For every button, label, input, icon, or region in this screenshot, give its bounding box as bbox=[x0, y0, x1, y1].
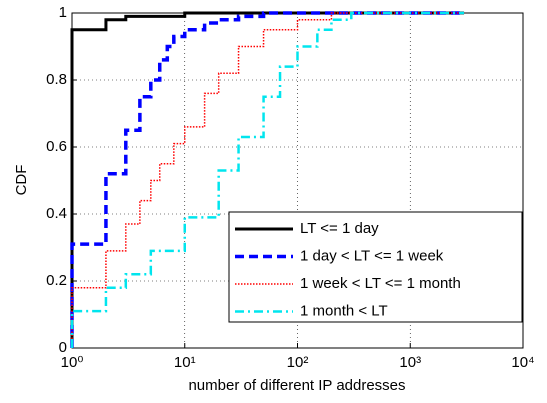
cdf-line bbox=[70, 11, 465, 348]
y-axis-label: CDF bbox=[13, 165, 30, 196]
x-axis-label: number of different IP addresses bbox=[188, 377, 405, 394]
legend-label: 1 week < LT <= 1 month bbox=[300, 275, 461, 292]
y-tick-label: 0.8 bbox=[46, 71, 67, 88]
cdf-line bbox=[70, 11, 465, 348]
y-tick-label: 0 bbox=[59, 339, 67, 356]
cdf-line bbox=[71, 12, 465, 348]
x-tick-label: 10³ bbox=[399, 354, 421, 371]
x-tick-label: 10⁰ bbox=[61, 354, 84, 371]
legend-label: 1 month < LT bbox=[300, 302, 388, 319]
y-tick-label: 0.6 bbox=[46, 138, 67, 155]
cdf-line bbox=[70, 11, 465, 348]
x-tick-label: 10² bbox=[287, 354, 309, 371]
x-tick-label: 10⁴ bbox=[511, 354, 534, 371]
x-tick-label: 10¹ bbox=[174, 354, 196, 371]
y-tick-label: 0.2 bbox=[46, 272, 67, 289]
legend-label: 1 day < LT <= 1 week bbox=[300, 247, 444, 264]
y-tick-label: 1 bbox=[59, 4, 67, 21]
legend-label: LT <= 1 day bbox=[300, 220, 379, 237]
y-tick-label: 0.4 bbox=[46, 205, 67, 222]
